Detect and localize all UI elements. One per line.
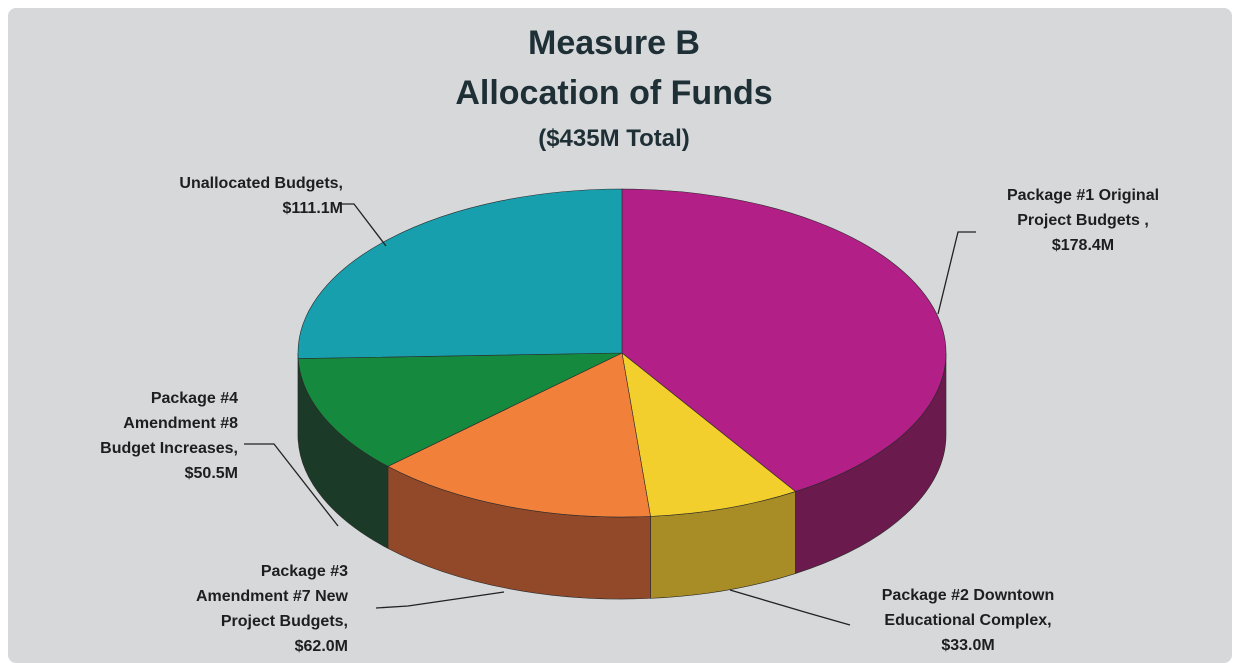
chart-title-line-1: Measure B <box>528 24 700 62</box>
pie-chart: Measure B Allocation of Funds ($435M Tot… <box>100 24 1159 655</box>
slice-labels: Package #1 Original Project Budgets , $178… <box>100 175 1159 655</box>
slice-label-5: Unallocated Budgets, $111.1M <box>179 175 343 217</box>
slice-label-3-line-4: $62.0M <box>295 638 348 655</box>
leader-line-5 <box>338 203 387 247</box>
slice-label-5-line-1: Unallocated Budgets, <box>179 175 343 192</box>
pie-slice-1 <box>621 188 947 492</box>
slice-label-3-line-1: Package #3 <box>261 563 348 580</box>
slice-label-5-line-2: $111.1M <box>283 200 344 217</box>
pie-slice-4 <box>297 352 623 467</box>
pie-slice-5 <box>297 188 623 359</box>
slice-label-1: Package #1 Original Project Budgets , $178… <box>1007 187 1159 254</box>
slice-label-2-line-1: Package #2 Downtown <box>882 587 1055 604</box>
slice-label-4-line-4: $50.5M <box>185 465 238 482</box>
chart-title: Measure B Allocation of Funds ($435M Tot… <box>455 24 772 152</box>
slice-label-4-line-2: Amendment #8 <box>123 415 238 432</box>
pie-sides <box>297 352 947 600</box>
slice-label-2: Package #2 Downtown Educational Complex, $… <box>882 587 1055 654</box>
chart-panel: Measure B Allocation of Funds ($435M Tot… <box>8 8 1232 663</box>
leader-lines <box>244 203 976 626</box>
slice-label-3: Package #3 Amendment #7 New Project Budget… <box>196 563 349 655</box>
slice-label-1-line-3: $178.4M <box>1052 237 1114 254</box>
chart-title-line-2: Allocation of Funds <box>455 74 772 112</box>
leader-line-1 <box>937 231 976 315</box>
slice-label-1-line-1: Package #1 Original <box>1007 187 1159 204</box>
slice-label-2-line-3: $33.0M <box>941 637 994 654</box>
slice-label-4: Package #4 Amendment #8 Budget Increases, $… <box>100 390 238 482</box>
pie-slice-2 <box>621 352 797 517</box>
slice-label-3-line-2: Amendment #7 New <box>196 588 349 605</box>
leader-line-4 <box>244 443 339 527</box>
pie-tops <box>297 188 947 518</box>
chart-subtitle: ($435M Total) <box>538 125 690 152</box>
slice-label-4-line-3: Budget Increases, <box>100 440 238 457</box>
leader-line-2 <box>729 589 851 626</box>
leader-line-3 <box>375 591 505 609</box>
slice-label-4-line-1: Package #4 <box>151 390 238 407</box>
slice-label-2-line-2: Educational Complex, <box>884 612 1051 629</box>
slice-label-3-line-3: Project Budgets, <box>221 613 348 630</box>
pie-slice-3 <box>387 352 651 518</box>
slice-label-1-line-2: Project Budgets , <box>1017 212 1149 229</box>
